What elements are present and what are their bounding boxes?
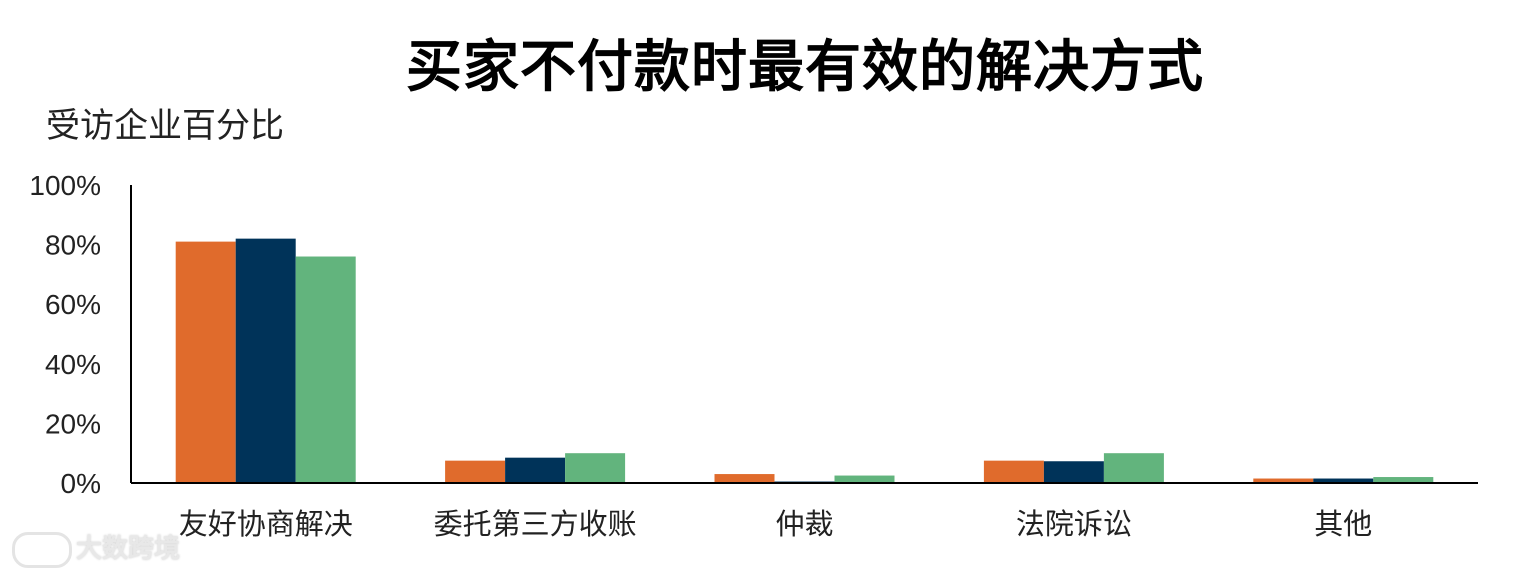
axes-group bbox=[130, 185, 1478, 484]
bar-3-series-1 bbox=[1043, 461, 1104, 483]
y-tick-label: 80% bbox=[45, 230, 101, 261]
bar-2-series-2 bbox=[834, 475, 895, 483]
watermark-logo-icon bbox=[12, 531, 72, 568]
bar-4-series-0 bbox=[1253, 478, 1314, 483]
bar-0-series-0 bbox=[175, 241, 236, 483]
bar-3-series-0 bbox=[983, 460, 1044, 483]
bars-group bbox=[175, 238, 1434, 483]
bar-1-series-2 bbox=[565, 453, 626, 483]
y-tick-label: 60% bbox=[45, 289, 101, 320]
chart-title: 买家不付款时最有效的解决方式 bbox=[406, 34, 1204, 100]
bar-1-series-0 bbox=[445, 460, 506, 483]
bar-2-series-0 bbox=[714, 474, 775, 483]
y-tick-label: 0% bbox=[61, 468, 101, 499]
x-tick-label: 友好协商解决 bbox=[179, 507, 353, 541]
bar-0-series-1 bbox=[235, 238, 296, 483]
watermark: 大数跨境 bbox=[12, 528, 180, 568]
bar-4-series-2 bbox=[1373, 477, 1434, 483]
bar-4-series-1 bbox=[1313, 478, 1374, 483]
bar-0-series-2 bbox=[295, 256, 356, 483]
x-tick-label: 委托第三方收账 bbox=[434, 507, 637, 541]
y-tick-label: 100% bbox=[29, 170, 101, 201]
x-tick-label: 法院诉讼 bbox=[1016, 507, 1132, 541]
bar-1-series-1 bbox=[505, 457, 566, 483]
x-labels-group: 友好协商解决 委托第三方收账 仲裁 法院诉讼 其他 bbox=[179, 507, 1373, 541]
ticks-group: 0% 20% 40% 60% 80% 100% bbox=[29, 170, 101, 499]
y-tick-label: 40% bbox=[45, 349, 101, 380]
y-tick-label: 20% bbox=[45, 408, 101, 439]
y-axis-label: 受访企业百分比 bbox=[46, 106, 284, 146]
watermark-text: 大数跨境 bbox=[76, 534, 181, 564]
x-tick-label: 其他 bbox=[1314, 507, 1372, 541]
bar-3-series-2 bbox=[1103, 453, 1164, 483]
x-tick-label: 仲裁 bbox=[775, 507, 833, 541]
